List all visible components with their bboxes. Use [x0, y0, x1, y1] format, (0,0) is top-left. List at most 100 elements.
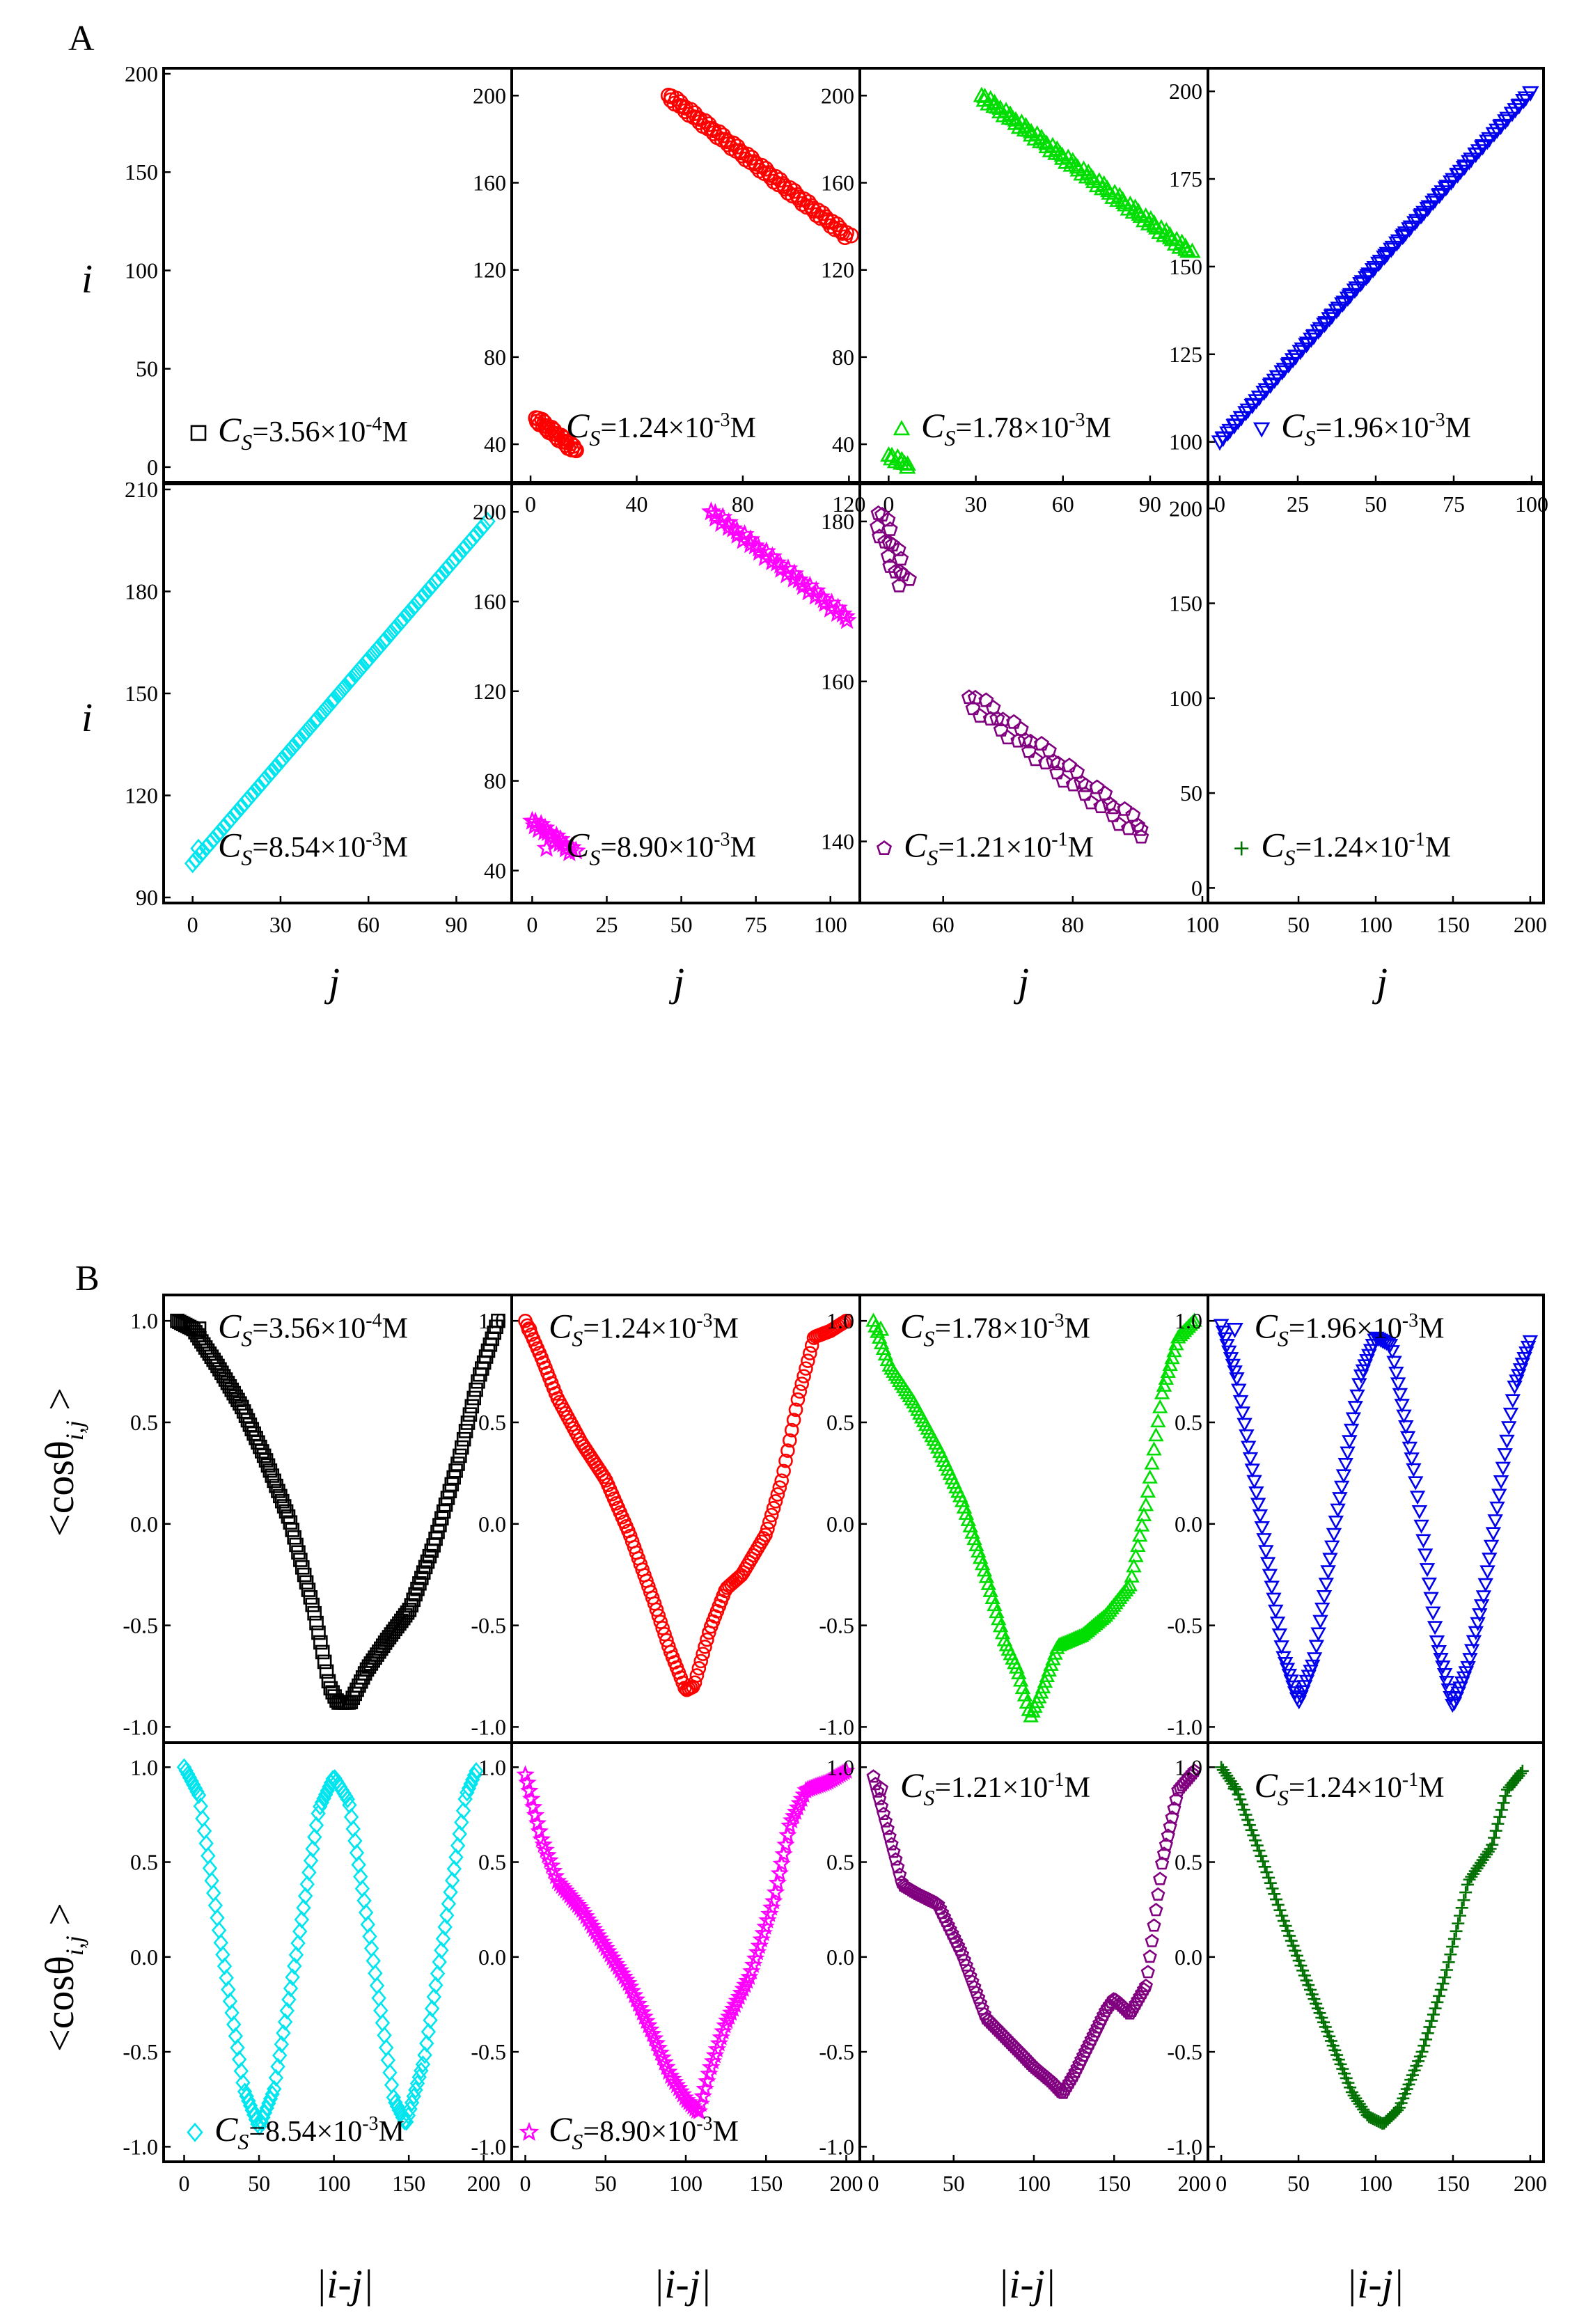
data-point: [1401, 222, 1418, 238]
data-point: [874, 1799, 889, 1813]
data-point: [784, 1422, 799, 1438]
x-tick-label: 60: [357, 912, 379, 937]
data-point: [525, 811, 546, 831]
y-tick-label: 0.0: [826, 1512, 854, 1537]
data-point: [1215, 1326, 1232, 1340]
data-point: [1128, 1548, 1144, 1562]
data-point: [1237, 1803, 1250, 1816]
data-point: [296, 1899, 311, 1917]
y-tick-label: 80: [832, 345, 854, 370]
data-point: [1399, 1431, 1416, 1445]
data-point: [421, 579, 438, 599]
data-point: [622, 1981, 642, 2000]
data-point: [371, 1989, 386, 2007]
data-point: [1434, 1983, 1447, 1996]
data-point: [469, 1382, 483, 1397]
legend-label: CS=1.24×10-3M: [566, 406, 756, 450]
legend-label: CS=1.24×10-3M: [549, 1306, 739, 1351]
data-point: [1438, 1971, 1452, 1984]
data-point: [1105, 799, 1122, 815]
data-point: [303, 1851, 319, 1870]
data-point: [884, 1837, 899, 1851]
data-point: [1505, 1394, 1521, 1408]
data-point: [1148, 1427, 1164, 1442]
y-tick-label: 1.0: [478, 1754, 506, 1780]
data-point: [1010, 732, 1026, 748]
data-point: [240, 790, 256, 810]
data-point: [1133, 829, 1149, 844]
data-point: [1419, 201, 1436, 217]
data-point: [303, 1590, 318, 1605]
data-point: [450, 1837, 466, 1855]
data-point: [877, 1346, 894, 1361]
data-point: [1144, 1455, 1160, 1470]
data-point: [293, 1553, 308, 1567]
data-point: [957, 1952, 972, 1966]
y-tick-label: 1.0: [826, 1308, 854, 1333]
x-tick-label: 150: [749, 2171, 783, 2196]
data-point: [796, 1369, 811, 1383]
y-tick-label: -0.5: [1167, 2039, 1202, 2064]
data-point: [1095, 1609, 1112, 1624]
data-point: [395, 609, 412, 629]
data-point: [870, 1784, 885, 1798]
data-point: [1037, 755, 1054, 770]
data-point: [524, 1797, 543, 1816]
data-point: [1133, 821, 1149, 836]
data-point: [207, 1897, 223, 1915]
data-point: [290, 1934, 306, 1952]
x-tick-label: 0: [179, 2171, 190, 2196]
data-point: [1415, 2046, 1429, 2059]
data-point: [1485, 127, 1503, 143]
data-point: [700, 1632, 714, 1647]
data-point: [766, 1883, 785, 1901]
data-point: [1168, 1336, 1184, 1351]
x-tick-label: 75: [1443, 492, 1465, 517]
data-point: [1516, 1764, 1529, 1777]
data-point: [423, 2011, 438, 2029]
data-point: [886, 1844, 901, 1858]
data-point: [1333, 1480, 1350, 1495]
data-point: [1425, 2014, 1438, 2027]
y-tick-label: 1.0: [130, 1308, 158, 1333]
data-point: [1122, 1577, 1138, 1592]
y-tick-label: -0.5: [819, 2039, 854, 2064]
axes-frame: [1207, 1741, 1545, 2163]
x-tick-label: 100: [1359, 912, 1392, 937]
data-point: [1438, 1675, 1455, 1690]
legend-marker: [876, 840, 893, 855]
data-point: [633, 2002, 652, 2021]
data-point: [1427, 1621, 1443, 1635]
data-point: [1219, 1339, 1235, 1353]
data-point: [1316, 317, 1333, 333]
data-point: [211, 1921, 227, 1940]
data-point: [786, 1413, 801, 1427]
data-point: [273, 1489, 288, 1504]
data-point: [827, 602, 847, 622]
y-tick-label: 40: [832, 432, 854, 457]
y-tick-label: 0.0: [1175, 1945, 1202, 1970]
data-point: [1169, 1791, 1184, 1806]
data-point: [1495, 1803, 1508, 1816]
data-point: [883, 450, 900, 466]
y-tick-label: 160: [821, 669, 854, 694]
data-point: [1408, 1476, 1424, 1491]
data-point: [556, 835, 576, 854]
y-tick-label: 140: [821, 829, 854, 854]
data-point: [641, 2020, 660, 2038]
data-point: [518, 1773, 537, 1791]
data-point: [755, 547, 775, 567]
y-tick-label: 120: [821, 258, 854, 283]
data-point: [837, 229, 853, 246]
correlation-x-label-2: |i-j|: [653, 2261, 711, 2307]
y-tick-label: 0.0: [478, 1945, 506, 1970]
data-point: [802, 1346, 817, 1360]
data-point: [1406, 216, 1424, 232]
data-point: [1234, 1793, 1247, 1806]
data-point: [1146, 1441, 1162, 1456]
data-point: [1245, 1823, 1258, 1837]
data-point: [643, 2024, 662, 2042]
data-point: [1140, 1965, 1155, 1979]
y-tick-label: 150: [1169, 591, 1202, 616]
